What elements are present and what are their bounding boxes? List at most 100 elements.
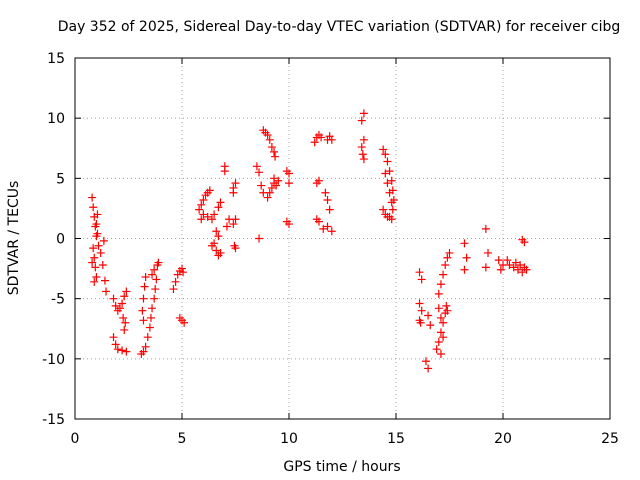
data-point [220,167,229,176]
data-point [94,241,103,250]
data-point [210,210,219,219]
data-point [513,265,522,274]
x-tick-label: 10 [280,431,298,447]
data-point [381,150,390,159]
data-point [265,188,274,197]
data-point [197,200,206,209]
y-tick-label: 10 [47,111,65,127]
data-point [145,323,154,332]
data-point [436,313,445,322]
y-tick-label: 5 [56,171,65,187]
data-point [518,268,527,277]
data-point [154,258,163,267]
data-point [111,301,120,310]
data-point [417,306,426,315]
data-point [169,285,178,294]
y-tick-label: -10 [42,352,65,368]
data-point [265,135,274,144]
data-point [140,282,149,291]
data-point [102,287,111,296]
data-point [436,350,445,359]
data-point [460,239,469,248]
y-tick-label: 0 [56,232,65,248]
data-point [321,188,330,197]
data-point [229,188,238,197]
data-point [88,193,97,202]
data-point [216,198,225,207]
data-point [178,264,186,273]
data-point [426,321,435,330]
data-point [481,263,490,272]
x-axis-label: GPS time / hours [283,459,400,475]
x-tick-label: 20 [494,431,512,447]
data-point [415,299,424,308]
data-point [381,169,390,178]
data-point [152,275,161,284]
data-point [379,205,388,214]
y-axis-label: SDTVAR / TECUs [6,181,22,296]
data-point [143,333,152,342]
y-tick-label: 15 [47,51,65,67]
data-point [109,294,118,303]
data-point [111,340,120,349]
data-point [434,289,443,298]
data-point [92,273,101,282]
data-point [270,147,279,156]
data-point [231,215,240,224]
data-point [141,273,150,282]
data-point [323,222,332,231]
data-point [310,138,319,147]
data-point [216,248,225,257]
data-point [263,131,272,140]
data-point [120,292,129,301]
data-point [139,347,148,356]
data-point [509,263,518,272]
data-point [432,345,441,354]
data-point [214,232,223,241]
data-point [229,220,238,229]
data-point [417,275,426,284]
data-point [481,224,490,233]
data-point [520,238,529,247]
data-point [150,265,159,274]
data-point [99,236,108,245]
data-point [205,186,214,195]
data-point [180,318,189,327]
data-point [113,345,122,354]
data-point [93,229,102,238]
data-point [383,179,392,188]
data-point [199,210,208,219]
data-point [424,364,433,373]
data-point [270,174,279,183]
data-point [387,215,396,224]
data-point [267,183,276,192]
data-point [252,162,261,171]
data-point [171,277,180,286]
data-point [197,215,206,224]
data-point [439,333,448,342]
data-point [148,304,157,313]
data-point [210,239,219,248]
data-point [325,205,334,214]
data-point [195,205,204,214]
data-point [272,181,281,190]
data-point [434,304,443,313]
data-point [121,318,130,327]
data-point [379,145,388,154]
data-point [385,188,394,197]
data-point [271,152,280,161]
data-point [387,176,396,185]
data-point [90,277,99,286]
chart-title: Day 352 of 2025, Sidereal Day-to-day VTE… [58,19,621,35]
data-point [441,260,450,269]
data-point [118,346,127,355]
data-point [96,248,105,257]
data-point [442,301,451,310]
data-point [387,198,396,207]
data-point [91,263,100,272]
data-point [274,176,283,185]
data-points [88,109,531,373]
axis-ticks: 0 5 10 15 20 25 -15 -10 -5 0 5 10 15 [42,51,619,447]
data-point [424,311,433,320]
data-point [439,318,448,327]
